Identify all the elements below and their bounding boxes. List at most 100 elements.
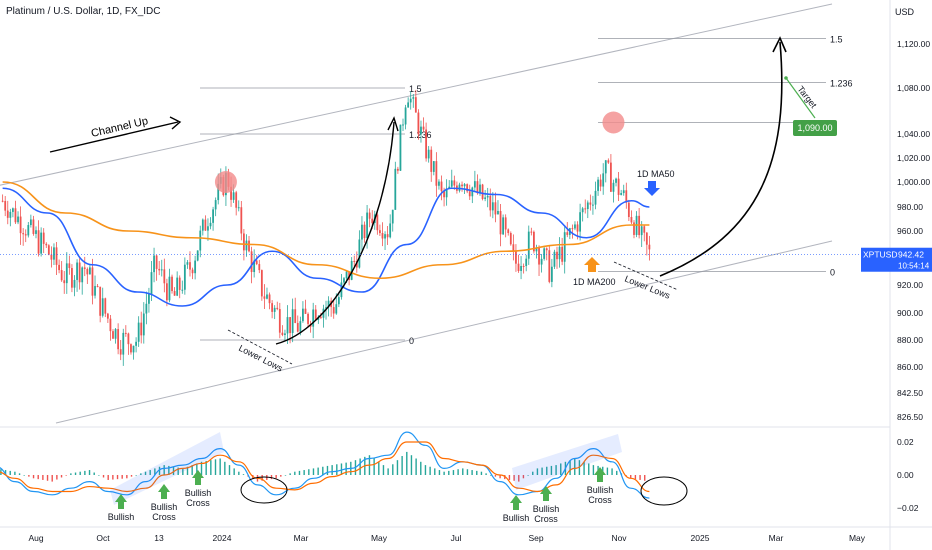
candle (214, 200, 217, 210)
candle (481, 184, 484, 199)
candle (24, 234, 27, 236)
lower-lows-label: Lower Lows (623, 274, 672, 301)
macd-histogram-bar (583, 461, 585, 475)
candle (194, 260, 197, 274)
macd-histogram-bar (592, 465, 595, 475)
macd-histogram-bar (102, 475, 105, 478)
macd-histogram-bar (168, 465, 170, 475)
candle (386, 234, 389, 238)
macd-histogram-bar (270, 475, 273, 480)
macd-histogram-bar (214, 459, 217, 475)
time-tick-label: Sep (528, 533, 543, 543)
target-dot (784, 76, 788, 80)
candle (520, 265, 522, 271)
macd-histogram-bar (448, 470, 450, 475)
candle (286, 317, 289, 334)
bullish-arrow (510, 495, 522, 510)
candle (445, 188, 448, 198)
macd-histogram-bar (4, 470, 7, 475)
macd-channel-shade (110, 432, 224, 505)
candle (630, 217, 633, 223)
macd-histogram-bar (144, 471, 147, 475)
macd-histogram-bar (317, 467, 319, 475)
price-tick-label: 880.00 (897, 335, 923, 345)
candle (232, 192, 235, 200)
macd-histogram-bar (382, 465, 385, 475)
macd-histogram-bar (275, 475, 277, 479)
candle (394, 168, 397, 210)
candle (109, 318, 112, 332)
price-tick-label: 1,120.00 (897, 39, 930, 49)
candle (4, 201, 7, 211)
macd-histogram-bar (112, 475, 114, 480)
candle (302, 308, 304, 322)
target-tag (793, 120, 837, 136)
candle (350, 260, 353, 280)
candle (497, 210, 499, 215)
candle (566, 232, 569, 235)
candle (579, 212, 582, 232)
macd-histogram-bar (93, 472, 95, 475)
candle (355, 260, 358, 268)
candle (73, 279, 76, 288)
candle (473, 181, 476, 188)
candle (94, 286, 96, 296)
candle (237, 207, 240, 209)
candle (148, 294, 150, 304)
macd-histogram-bar (200, 461, 203, 475)
candle (574, 224, 576, 229)
candle (412, 97, 415, 99)
bullish-label: Bullish (185, 488, 212, 498)
candle (535, 248, 538, 252)
bullish-label: Bullish (503, 513, 530, 523)
candle (183, 264, 186, 290)
candle (504, 217, 507, 230)
candle (414, 97, 417, 113)
candle (307, 313, 309, 324)
candle (645, 232, 648, 245)
candle (548, 250, 551, 282)
price-tick-label: 1,040.00 (897, 129, 930, 139)
bullish-arrow (115, 494, 127, 509)
candle (209, 222, 212, 227)
candle (553, 251, 556, 267)
candle (592, 204, 594, 206)
macd-histogram-bar (261, 475, 263, 481)
candle (450, 180, 453, 187)
macd-histogram-bar (490, 475, 492, 476)
macd-histogram-bar (242, 474, 245, 475)
fib-level-label: 0 (409, 336, 414, 346)
candle (343, 278, 345, 283)
candle (604, 160, 607, 174)
candle (376, 214, 379, 231)
last-price-label: 942.42 (898, 250, 924, 260)
macd-histogram-bar (457, 469, 459, 475)
candle (163, 269, 166, 284)
candle (463, 184, 466, 187)
candle (379, 230, 381, 234)
macd-histogram-bar (396, 460, 399, 475)
macd-histogram-bar (359, 458, 361, 475)
macd-histogram-bar (424, 465, 427, 475)
candle (325, 307, 327, 309)
candle (417, 112, 420, 135)
macd-histogram-bar (527, 475, 529, 476)
candle (27, 225, 30, 236)
candle (648, 244, 651, 250)
ma200-line (2, 181, 650, 280)
macd-histogram-bar (121, 475, 123, 479)
candle (284, 333, 286, 335)
candle (86, 268, 89, 275)
candle (404, 107, 407, 125)
candle (299, 321, 302, 332)
candle (402, 124, 404, 126)
time-tick-label: 2025 (691, 533, 710, 543)
candle (633, 222, 635, 235)
macd-histogram-bar (634, 475, 637, 480)
candle (255, 260, 258, 265)
macd-histogram-bar (536, 468, 539, 475)
macd-histogram-bar (452, 470, 455, 475)
macd-histogram-bar (420, 461, 422, 475)
candle (399, 124, 402, 171)
